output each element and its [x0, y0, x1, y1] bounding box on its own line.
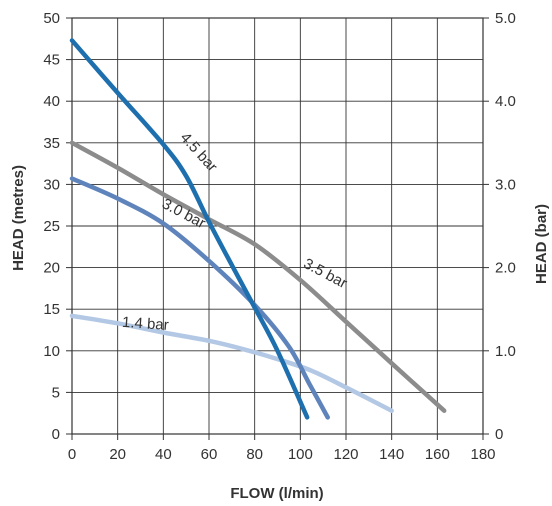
y-tick-label: 10	[43, 343, 60, 360]
x-tick-label: 140	[379, 446, 404, 463]
x-tick-label: 180	[470, 446, 495, 463]
y-tick-label: 40	[43, 93, 60, 110]
y2-tick-label: 5.0	[495, 10, 516, 27]
series-line	[69, 176, 330, 420]
series-line	[69, 313, 394, 413]
tick-labels: 0 20 40 60 80 100 120 140 160 1800510152025303540…	[43, 10, 516, 463]
x-tick-label: 60	[201, 446, 218, 463]
y-tick-label: 35	[43, 135, 60, 152]
y-tick-label: 5	[52, 384, 60, 401]
y-tick-label: 20	[43, 260, 60, 277]
y-tick-label: 50	[43, 10, 60, 27]
x-axis-title: FLOW (l/min)	[230, 485, 323, 502]
y2-tick-label: 0	[495, 426, 503, 443]
x-tick-label: 80	[246, 446, 263, 463]
x-tick-label: 120	[333, 446, 358, 463]
y-tick-label: 0	[52, 426, 60, 443]
y2-tick-label: 1.0	[495, 343, 516, 360]
y-tick-label: 25	[43, 218, 60, 235]
series-label: 1.4 bar	[121, 314, 169, 334]
x-tick-label: 100	[288, 446, 313, 463]
series-line	[69, 140, 447, 413]
y-tick-label: 45	[43, 52, 60, 69]
plot-border	[71, 17, 484, 435]
y2-axis-title: HEAD (bar)	[533, 204, 550, 284]
x-tick-label: 0	[68, 446, 76, 463]
x-tick-label: 40	[155, 446, 172, 463]
series-line	[69, 38, 310, 420]
curves	[69, 38, 447, 420]
y-axis-title: HEAD (metres)	[10, 165, 27, 271]
y-tick-label: 15	[43, 301, 60, 318]
y2-tick-label: 4.0	[495, 93, 516, 110]
x-tick-label: 20	[109, 446, 126, 463]
y-tick-label: 30	[43, 176, 60, 193]
y2-tick-label: 2.0	[495, 260, 516, 277]
x-tick-label: 160	[425, 446, 450, 463]
y2-tick-label: 3.0	[495, 176, 516, 193]
